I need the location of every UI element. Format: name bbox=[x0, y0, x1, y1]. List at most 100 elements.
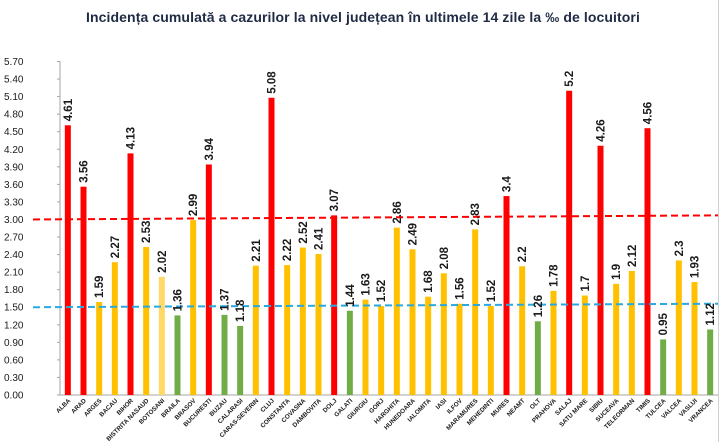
bar bbox=[456, 303, 463, 395]
y-tick-label: 4.20 bbox=[4, 145, 24, 156]
data-label: 2.52 bbox=[298, 221, 310, 243]
data-label: 2.3 bbox=[674, 240, 686, 256]
data-label: 3.56 bbox=[79, 160, 91, 182]
y-tick-label: 0.00 bbox=[4, 391, 24, 402]
bar bbox=[362, 299, 369, 395]
data-label: 2.53 bbox=[141, 221, 153, 243]
data-label: 1.93 bbox=[690, 256, 702, 278]
y-tick-label: 2.10 bbox=[4, 268, 24, 279]
data-label: 1.9 bbox=[611, 264, 623, 280]
data-label: 1.18 bbox=[235, 299, 247, 322]
bar bbox=[252, 265, 259, 395]
y-tick-label: 4.50 bbox=[4, 127, 24, 138]
bar bbox=[628, 270, 635, 395]
bar bbox=[425, 296, 432, 395]
y-tick-label: 5.40 bbox=[4, 75, 24, 86]
y-tick-label: 5.70 bbox=[4, 57, 24, 68]
data-label: 2.49 bbox=[408, 223, 420, 245]
bar bbox=[237, 325, 244, 395]
bar bbox=[691, 282, 698, 395]
bar bbox=[96, 301, 103, 395]
bar bbox=[127, 153, 134, 395]
data-label: 0.95 bbox=[658, 312, 670, 335]
data-label: 1.36 bbox=[173, 289, 185, 311]
data-label: 1.68 bbox=[423, 270, 435, 293]
data-label: 2.27 bbox=[110, 236, 122, 258]
data-label: 2.08 bbox=[439, 246, 451, 269]
bar bbox=[503, 196, 510, 395]
data-label: 1.59 bbox=[94, 276, 106, 298]
y-tick-label: 1.20 bbox=[4, 320, 24, 331]
y-tick-label: 2.70 bbox=[4, 233, 24, 244]
bar bbox=[660, 339, 667, 395]
reference-lines bbox=[32, 214, 719, 309]
frame-border bbox=[718, 0, 719, 442]
y-tick-label: 3.30 bbox=[4, 197, 24, 208]
bar bbox=[174, 315, 181, 395]
bar bbox=[440, 273, 447, 395]
data-label: 1.52 bbox=[376, 280, 388, 302]
bar bbox=[284, 265, 291, 395]
data-label: 1.52 bbox=[486, 280, 498, 302]
bar bbox=[393, 227, 400, 395]
y-tick-label: 3.00 bbox=[4, 215, 24, 226]
data-label: 2.83 bbox=[470, 203, 482, 225]
bar bbox=[472, 229, 479, 395]
data-label: 3.4 bbox=[502, 175, 514, 192]
bar bbox=[597, 145, 604, 395]
bar bbox=[613, 283, 620, 395]
bar bbox=[707, 329, 714, 395]
bar bbox=[346, 310, 353, 395]
bar bbox=[143, 246, 150, 395]
data-label: 2.21 bbox=[251, 239, 263, 262]
bar bbox=[315, 253, 322, 395]
value-labels: 4.61 3.56 1.59 2.27 4.13 2.53 2.02 1.36 2.99 3.94… bbox=[63, 71, 717, 336]
data-label: 5.08 bbox=[267, 71, 279, 94]
y-tick-label: 0.60 bbox=[4, 355, 24, 366]
bar bbox=[64, 125, 71, 395]
bar bbox=[158, 276, 165, 395]
bar bbox=[268, 97, 275, 395]
y-tick-label: 0.30 bbox=[4, 373, 24, 384]
bar bbox=[487, 306, 494, 395]
lower-threshold-line bbox=[32, 302, 719, 309]
data-label: 2.22 bbox=[282, 239, 294, 261]
bar bbox=[190, 220, 197, 395]
bar bbox=[675, 260, 682, 395]
y-tick-label: 1.50 bbox=[4, 303, 24, 314]
y-tick-label: 3.60 bbox=[4, 180, 24, 191]
data-label: 2.41 bbox=[314, 227, 326, 250]
data-label: 1.78 bbox=[549, 264, 561, 287]
data-label: 1.26 bbox=[533, 295, 545, 317]
data-label: 5.2 bbox=[564, 71, 576, 87]
bar bbox=[299, 247, 306, 395]
upper-threshold-line bbox=[32, 214, 719, 221]
chart-title: Incidența cumulată a cazurilor la nivel … bbox=[86, 9, 640, 25]
data-label: 4.61 bbox=[63, 98, 75, 121]
data-label: 1.12 bbox=[705, 303, 717, 325]
bar bbox=[221, 314, 228, 395]
bar bbox=[566, 90, 573, 395]
data-label: 4.56 bbox=[643, 102, 655, 124]
y-tick-label: 5.10 bbox=[4, 92, 24, 103]
y-tick-label: 4.80 bbox=[4, 110, 24, 121]
data-label: 1.44 bbox=[345, 284, 357, 307]
category-label: ALBA bbox=[55, 397, 73, 415]
data-label: 1.56 bbox=[455, 277, 467, 299]
data-label: 3.94 bbox=[204, 137, 216, 160]
bar bbox=[644, 128, 651, 395]
data-label: 1.63 bbox=[361, 273, 373, 295]
data-label: 2.02 bbox=[157, 250, 169, 272]
y-tick-label: 3.90 bbox=[4, 162, 24, 173]
data-label: 1.37 bbox=[220, 288, 232, 310]
y-tick-label: 1.80 bbox=[4, 285, 24, 296]
y-axis: 0.00 0.30 0.60 0.90 1.20 1.50 1.80 2.10 2.40 2.70… bbox=[4, 57, 718, 402]
bar bbox=[80, 186, 87, 395]
y-tick-label: 2.40 bbox=[4, 250, 24, 261]
bar bbox=[550, 290, 557, 395]
data-label: 3.07 bbox=[329, 189, 341, 211]
data-label: 2.86 bbox=[392, 201, 404, 223]
